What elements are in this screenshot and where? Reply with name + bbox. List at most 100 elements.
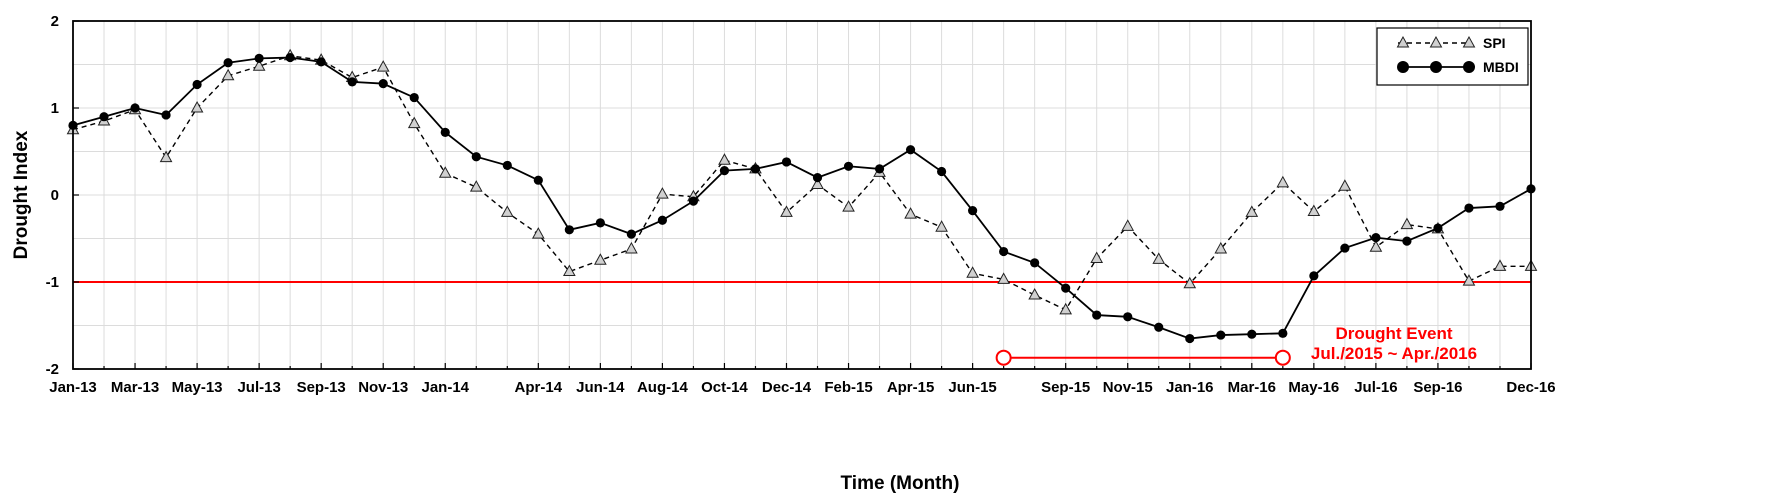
x-tick-label: Jul-16	[1354, 379, 1397, 396]
spi-point	[780, 205, 793, 217]
mbdi-point	[999, 246, 1009, 257]
spi-point	[997, 272, 1010, 284]
mbdi-point	[99, 112, 109, 122]
spi-point	[1152, 252, 1166, 264]
x-tick-label: Dec-14	[762, 379, 812, 396]
spi-point	[1245, 205, 1259, 217]
spi-point	[159, 150, 173, 163]
axes	[72, 20, 1532, 370]
x-tick-label: Sep-16	[1413, 379, 1462, 396]
y-tick-label: 0	[51, 187, 59, 204]
mbdi-point	[533, 175, 543, 185]
legend-mbdi-sample	[1397, 61, 1475, 73]
spi-point	[1059, 302, 1073, 315]
spi-point	[1400, 217, 1414, 230]
mbdi-point	[595, 218, 605, 228]
x-tick-label: Dec-16	[1506, 379, 1555, 396]
spi-point	[1307, 204, 1321, 217]
x-tick-label: May-13	[172, 379, 223, 396]
x-tick-label: Apr-14	[515, 379, 563, 396]
spi-point	[811, 177, 824, 190]
x-tick-labels: Jan-13 Mar-13 May-13 Jul-13 Sep-13 Nov-13 Jan-…	[49, 379, 1555, 396]
mbdi-point	[1433, 223, 1443, 233]
mbdi-point	[378, 79, 388, 89]
drought-event-end-marker	[1274, 349, 1291, 366]
legend-spi-marker	[1429, 35, 1443, 48]
mbdi-point	[1123, 312, 1133, 322]
x-tick-label: Mar-16	[1228, 379, 1276, 396]
y-tick-label: -2	[46, 361, 59, 378]
mbdi-point	[843, 161, 854, 171]
spi-point	[407, 116, 421, 129]
spi-point	[1338, 179, 1352, 191]
spi-point	[1276, 175, 1290, 188]
x-tick-label: Jan-14	[421, 379, 469, 396]
x-tick-label: May-16	[1288, 379, 1339, 396]
mbdi-point	[161, 110, 171, 120]
legend-label-mbdi: MBDI	[1483, 59, 1519, 75]
mbdi-point	[471, 152, 481, 162]
legend-mbdi-marker	[1430, 61, 1442, 73]
spi-point	[935, 220, 948, 232]
drought-event-start-marker	[995, 349, 1012, 366]
drought-event-annotation: Drought Event Jul./2015 ~ Apr./2016	[995, 324, 1477, 366]
x-tick-label: Sep-13	[297, 379, 346, 396]
spi-point	[376, 60, 390, 72]
x-tick-label: Apr-15	[887, 379, 935, 396]
mbdi-point	[1371, 233, 1381, 243]
drought-event-title: Drought Event	[1335, 324, 1452, 343]
mbdi-point	[440, 127, 450, 137]
mbdi-point	[347, 77, 357, 87]
series-group	[66, 48, 1538, 344]
mbdi-point	[1340, 243, 1350, 253]
y-tick-label: 1	[51, 100, 59, 117]
legend-spi-marker	[1462, 35, 1476, 48]
x-tick-label: Nov-13	[358, 379, 408, 396]
x-tick-label: Feb-15	[824, 379, 872, 396]
spi-point	[252, 59, 266, 71]
spi-point	[531, 227, 545, 239]
spi-point	[190, 100, 204, 113]
mbdi-point	[781, 157, 792, 167]
mbdi-point	[285, 52, 295, 63]
legend-label-spi: SPI	[1483, 35, 1506, 51]
mbdi-point	[1216, 330, 1226, 340]
spi-point	[221, 68, 235, 81]
y-tick-labels: -2 -1 0 1 2	[46, 13, 59, 378]
legend-spi-marker	[1396, 35, 1410, 48]
spi-point	[1183, 276, 1197, 289]
legend-spi-sample	[1396, 35, 1476, 48]
y-tick-label: 2	[51, 13, 59, 30]
mbdi-point	[688, 196, 699, 206]
mbdi-point	[502, 160, 512, 171]
mbdi-point	[1464, 203, 1474, 213]
y-axis-title: Drought Index	[11, 130, 32, 259]
spi-point	[904, 207, 917, 219]
x-tick-label: Nov-15	[1103, 379, 1153, 396]
x-tick-label: Oct-14	[701, 379, 748, 396]
spi-point	[656, 187, 669, 199]
mbdi-point	[1030, 258, 1040, 268]
spi-point	[594, 253, 607, 265]
mbdi-point	[409, 92, 419, 103]
series-line-mbdi	[72, 56, 1532, 340]
mbdi-point	[1402, 236, 1412, 246]
mbdi-point	[1185, 333, 1195, 344]
x-tick-label: Sep-15	[1041, 379, 1090, 396]
grid	[72, 20, 1532, 370]
mbdi-point	[626, 229, 636, 239]
mbdi-point	[874, 164, 885, 174]
spi-point	[966, 266, 979, 278]
spi-point	[562, 264, 576, 277]
mbdi-point	[316, 57, 326, 67]
mbdi-point	[905, 145, 916, 155]
mbdi-point	[1247, 329, 1257, 339]
spi-point	[1369, 240, 1383, 252]
spi-point	[1090, 251, 1104, 264]
mbdi-point	[254, 53, 264, 64]
drought-event-range-text: Jul./2015 ~ Apr./2016	[1311, 344, 1477, 363]
y-tick-label: -1	[46, 274, 59, 291]
mbdi-point	[719, 166, 730, 176]
spi-point	[1028, 288, 1042, 300]
